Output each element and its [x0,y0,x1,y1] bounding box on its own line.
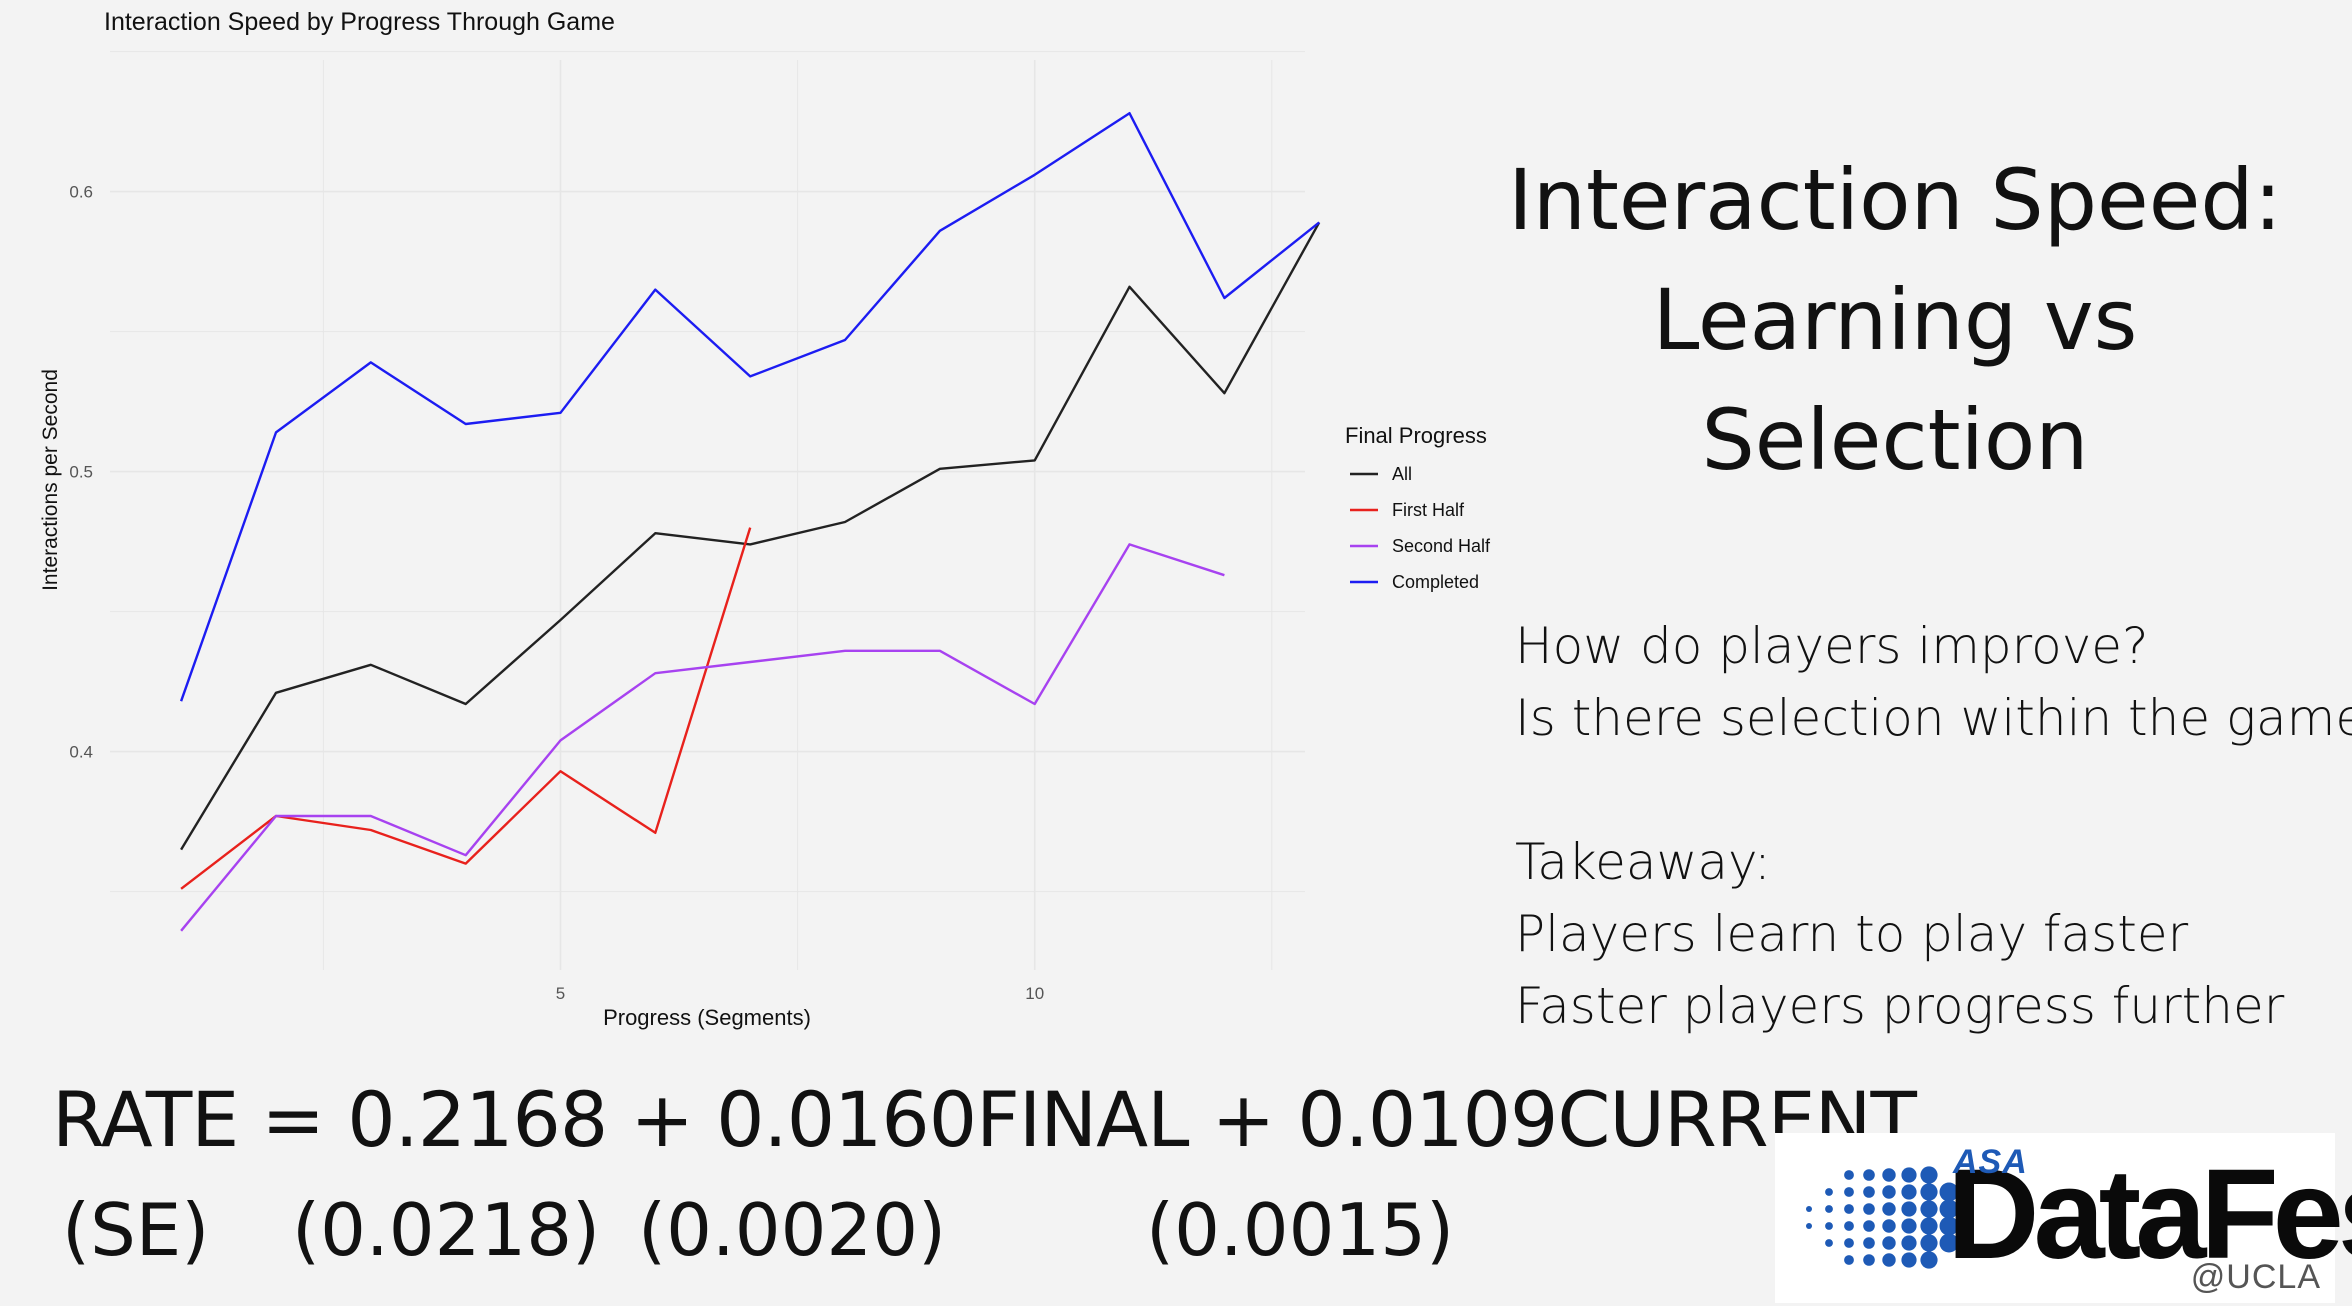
logo-dot [1920,1251,1938,1269]
logo-dot [1806,1206,1812,1212]
logo-dot [1863,1220,1875,1232]
logo-dot [1844,1187,1854,1197]
legend-label-completed: Completed [1392,572,1479,592]
logo-dot [1901,1235,1917,1251]
logo-dot [1901,1201,1917,1217]
logo-wordmark: DataFest [1947,1143,2352,1286]
logo-dot [1901,1252,1917,1268]
se-current: (0.0015) [1146,1188,1455,1272]
chart-gridlines [110,51,1305,970]
datafest-logo: DataFest ASA @UCLA [1775,1133,2352,1303]
logo-dot-grid-icon [1806,1166,1959,1269]
logo-dot [1825,1222,1833,1230]
logo-dot [1806,1223,1812,1229]
logo-dot [1939,1216,1959,1236]
logo-asa: ASA [1953,1143,2028,1181]
logo-dot [1901,1218,1917,1234]
spacer [1515,754,2345,826]
y-tick-label: 0.5 [69,463,93,482]
logo-dot [1920,1166,1938,1184]
title-line: Selection [1701,391,2089,489]
chart-ticks: 5 10 0.4 0.5 0.6 [69,183,1044,1003]
logo-dot [1920,1217,1938,1235]
logo-dot [1844,1170,1854,1180]
se-label: (SE) [62,1188,210,1272]
logo-ucla: @UCLA [2190,1258,2321,1296]
chart-title: Interaction Speed by Progress Through Ga… [104,8,615,36]
regression-equation: RATE = 0.2168 + 0.0160FINAL + 0.0109CURR… [52,1075,1917,1164]
logo-dot [1863,1203,1875,1215]
logo-dot [1882,1168,1896,1182]
chart-series [179,111,1321,932]
logo-dot [1882,1236,1896,1250]
legend-title: Final Progress [1345,423,1487,448]
logo-dot [1882,1219,1896,1233]
y-axis-label: Interactions per Second [39,369,62,591]
y-tick-label: 0.6 [69,183,93,202]
y-tick-label: 0.4 [69,743,93,762]
logo-dot [1939,1182,1959,1202]
legend-label-first-half: First Half [1392,500,1465,520]
legend-label-second-half: Second Half [1392,536,1491,556]
chart-legend: Final Progress All First Half Second Half C… [1345,423,1491,592]
takeaway-1: Players learn to play faster [1515,905,2189,963]
series-line-completed [179,111,1320,702]
logo-dot [1920,1234,1938,1252]
series-line-all [180,221,1321,851]
slide-body: How do players improve? Is there selecti… [1515,610,2352,1042]
logo-dot [1844,1204,1854,1214]
x-tick-label: 5 [556,984,565,1003]
series-line-second-half [180,543,1225,932]
logo-dot [1825,1239,1833,1247]
takeaway-2: Faster players progress further [1515,977,2285,1035]
logo-dot [1863,1186,1875,1198]
logo-dot [1863,1169,1875,1181]
logo-dot [1901,1167,1917,1183]
x-tick-label: 10 [1025,984,1044,1003]
title-line: Interaction Speed: [1507,151,2283,249]
logo-dot [1901,1184,1917,1200]
legend-items: All First Half Second Half Completed [1350,464,1491,592]
logo-dot [1863,1237,1875,1249]
question-2: Is there selection within the game? [1515,689,2352,747]
logo-dot [1825,1188,1833,1196]
logo-dot [1844,1221,1854,1231]
logo-dot [1825,1205,1833,1213]
logo-dot [1863,1254,1875,1266]
logo-dot [1882,1253,1896,1267]
logo-dot [1844,1255,1854,1265]
takeaway-heading: Takeaway: [1515,833,1771,891]
slide-title: Interaction Speed: Learning vs Selection [1500,140,2290,500]
title-line: Learning vs [1652,271,2138,369]
legend-label-all: All [1392,464,1412,484]
question-1: How do players improve? [1515,617,2149,675]
logo-dot [1882,1202,1896,1216]
logo-dot [1882,1185,1896,1199]
logo-dot [1939,1199,1959,1219]
logo-dot [1920,1183,1938,1201]
logo-dot [1939,1233,1959,1253]
logo-dot [1920,1200,1938,1218]
se-intercept: (0.0218) [292,1188,601,1272]
logo-dot [1844,1238,1854,1248]
x-axis-label: Progress (Segments) [603,1005,811,1030]
se-final: (0.0020) [638,1188,947,1272]
